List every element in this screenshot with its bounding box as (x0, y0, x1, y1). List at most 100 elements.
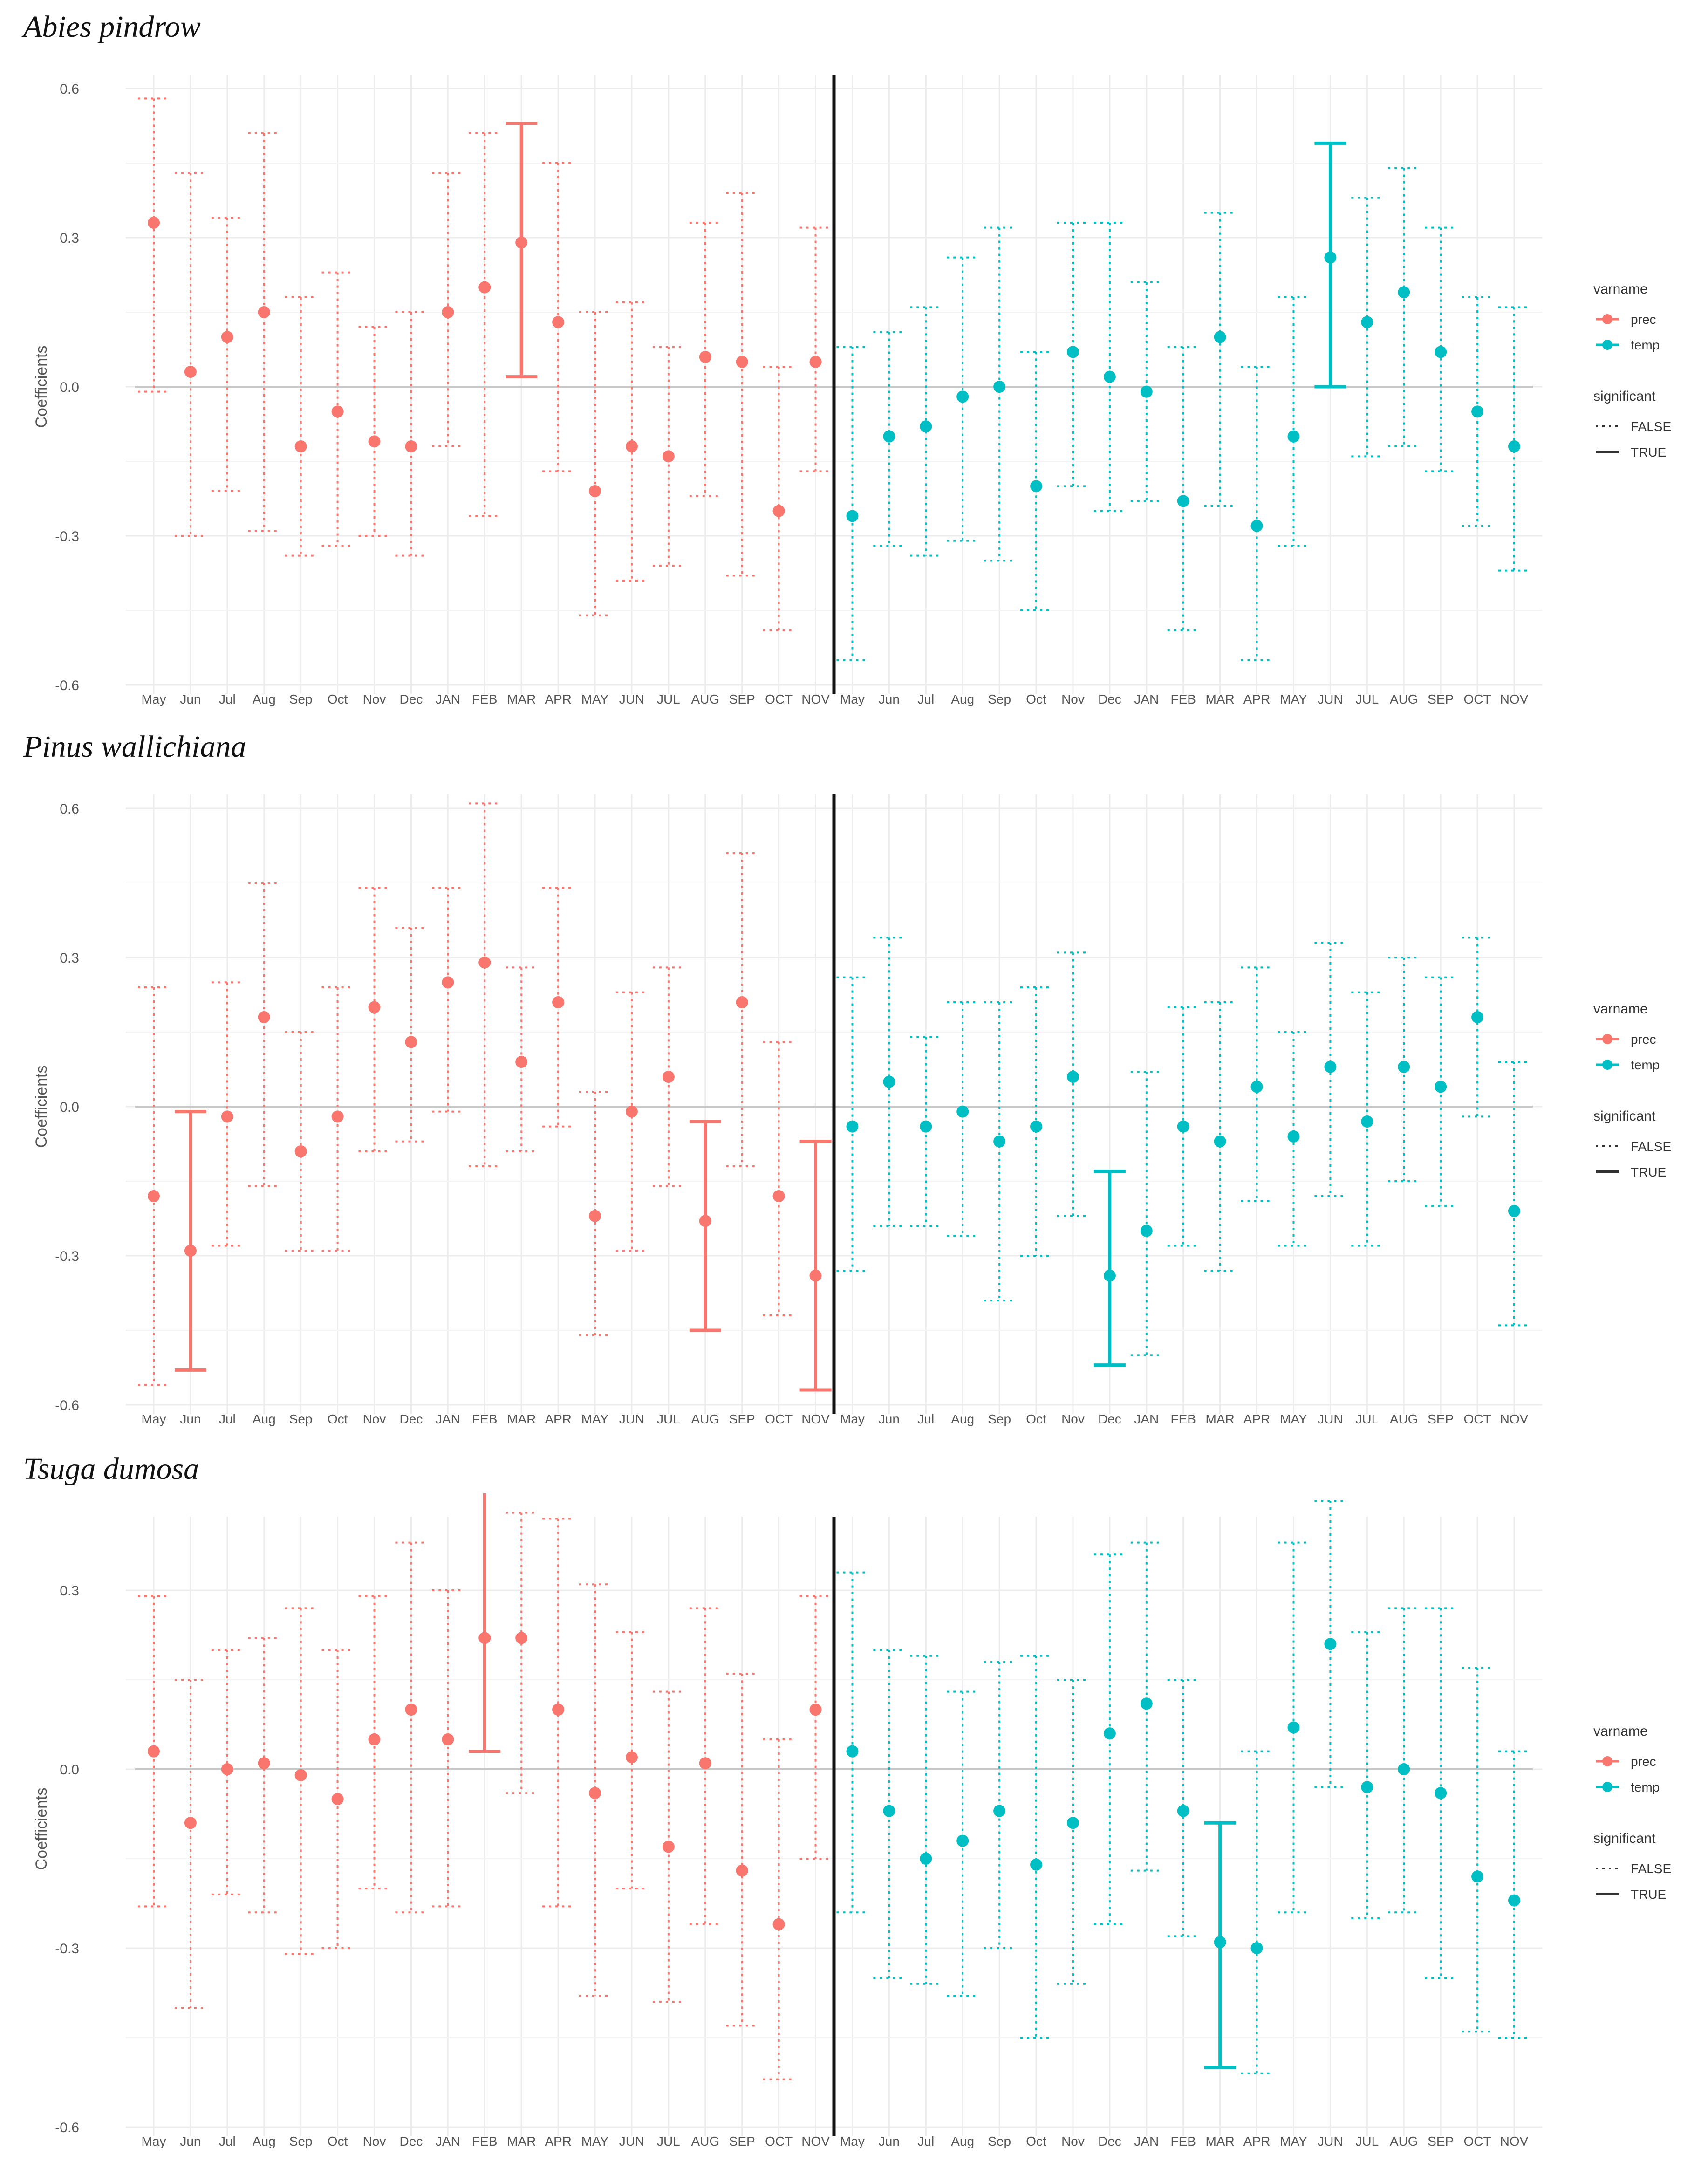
y-tick-label: 0.0 (60, 1762, 79, 1778)
legend-entry-label: TRUE (1631, 1165, 1666, 1179)
chart-abies-pindrow: 0.6 0.3 0.0 -0.3 -0.6 Coefficients May Jun Jul Au… (33, 75, 1671, 706)
data-point (846, 510, 859, 522)
data-point (1030, 1120, 1043, 1133)
data-point (1030, 1858, 1043, 1871)
data-point (184, 1245, 197, 1257)
data-point (993, 1805, 1006, 1817)
data-point (294, 1145, 307, 1157)
x-tick-label: Dec (400, 692, 423, 706)
x-tick-label: May (840, 2134, 865, 2148)
x-tick-label: Sep (289, 692, 313, 706)
data-point (662, 1841, 675, 1853)
data-point (883, 1805, 895, 1817)
x-tick-label: Oct (328, 1412, 348, 1426)
data-point (920, 1853, 932, 1865)
x-tick-label: Jun (180, 1412, 201, 1426)
data-point (736, 1864, 748, 1877)
data-point (846, 1745, 859, 1758)
legend: varname prec temp significant FALSE TRUE (1593, 281, 1671, 459)
x-tick-label: OCT (765, 2134, 793, 2148)
x-tick-label: Oct (1026, 2134, 1046, 2148)
x-tick-label: MAR (507, 2134, 536, 2148)
x-tick-label: Jul (219, 692, 236, 706)
data-point (1214, 1936, 1226, 1949)
data-point (1435, 1787, 1447, 1800)
x-tick-label: FEB (1170, 2134, 1196, 2148)
y-tick-label: -0.6 (55, 678, 79, 693)
chart-tsuga-dumosa: 0.3 0.0 -0.3 -0.6 Coefficients May Jun Jul Aug Se… (33, 1493, 1671, 2148)
series-prec (138, 1493, 832, 2080)
data-point (515, 236, 528, 249)
data-point (1103, 370, 1116, 383)
y-tick-label: 0.3 (60, 231, 79, 246)
y-tick-label: 0.0 (60, 1100, 79, 1115)
legend-entry-label: TRUE (1631, 445, 1666, 459)
x-tick-label: APR (1243, 1412, 1271, 1426)
x-tick-label: Nov (363, 2134, 386, 2148)
data-point (662, 450, 675, 463)
legend-key-point (1602, 1782, 1612, 1792)
x-tick-label: SEP (729, 2134, 755, 2148)
y-axis-title: Coefficients (33, 345, 50, 428)
panel-tsuga-dumosa: Tsuga dumosa 0.3 0.0 -0.3 -0.6 Coefficients M… (0, 1442, 1708, 2166)
legend-title-linetype: significant (1593, 389, 1656, 404)
x-tick-label: JAN (436, 692, 460, 706)
x-tick-label: JUN (1318, 692, 1343, 706)
x-tick-label: MAR (1206, 2134, 1235, 2148)
data-point (258, 1757, 270, 1770)
x-tick-label: JUL (657, 1412, 680, 1426)
data-point (1066, 1817, 1079, 1829)
x-tick-label: May (840, 1412, 865, 1426)
x-tick-label: FEB (1170, 692, 1196, 706)
x-tick-label: MAY (1280, 2134, 1307, 2148)
legend-entry-label: temp (1631, 1780, 1660, 1794)
legend-title-linetype: significant (1593, 1831, 1656, 1846)
x-tick-label: JUL (1355, 2134, 1379, 2148)
panel-title: Pinus wallichiana (23, 730, 246, 764)
data-point (772, 505, 785, 517)
x-tick-label: MAY (1280, 692, 1307, 706)
x-tick-label: Sep (988, 1412, 1011, 1426)
x-tick-label: MAY (581, 692, 609, 706)
legend-key-point (1602, 314, 1612, 324)
x-tick-label: Jun (180, 692, 201, 706)
data-point (993, 1135, 1006, 1148)
data-point (221, 1110, 233, 1123)
data-point (1066, 346, 1079, 358)
data-point (846, 1120, 859, 1133)
data-point (1140, 385, 1153, 398)
x-tick-label: Nov (363, 1412, 386, 1426)
data-point (589, 1787, 601, 1800)
data-point (1435, 1081, 1447, 1093)
data-point (883, 1075, 895, 1088)
x-tick-label: JAN (1134, 692, 1159, 706)
x-tick-label: JUN (1318, 2134, 1343, 2148)
series-temp (836, 937, 1530, 1367)
data-point (1066, 1071, 1079, 1083)
data-point (1250, 520, 1263, 532)
data-point (1140, 1225, 1153, 1237)
legend-title-color: varname (1593, 1001, 1648, 1017)
data-point (699, 351, 711, 363)
legend: varname prec temp significant FALSE TRUE (1593, 1001, 1671, 1179)
x-tick-label: Jun (180, 2134, 201, 2148)
legend-title-color: varname (1593, 281, 1648, 297)
legend-key-point (1602, 1756, 1612, 1766)
x-tick-label: JAN (436, 2134, 460, 2148)
x-tick-label: Dec (1098, 692, 1121, 706)
x-tick-label: JUN (619, 2134, 644, 2148)
panel-pinus-wallichiana: Pinus wallichiana 0.6 0.3 0.0 -0.3 -0.6 Coeff… (0, 720, 1708, 1442)
x-tick-label: NOV (1500, 1412, 1529, 1426)
x-tick-label: AUG (691, 2134, 719, 2148)
x-tick-label: OCT (1464, 2134, 1491, 2148)
x-tick-label: Aug (951, 1412, 974, 1426)
data-point (331, 1110, 344, 1123)
legend-entry-label: temp (1631, 1058, 1660, 1072)
x-tick-label: Nov (1061, 692, 1085, 706)
x-tick-label: Jun (879, 2134, 900, 2148)
data-point (1471, 405, 1484, 418)
data-point (772, 1918, 785, 1930)
data-point (1287, 1721, 1300, 1734)
x-tick-label: FEB (472, 1412, 497, 1426)
x-tick-label: Jun (879, 692, 900, 706)
